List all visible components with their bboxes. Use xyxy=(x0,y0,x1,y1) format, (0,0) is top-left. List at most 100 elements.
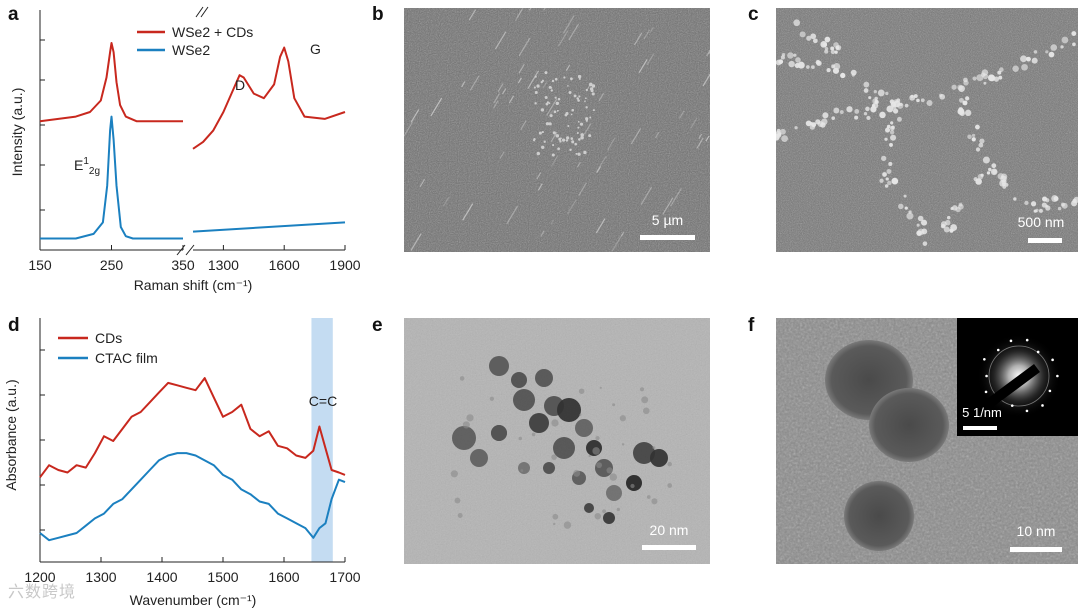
diffraction-spot xyxy=(1025,409,1029,413)
axis-break-mark xyxy=(195,6,204,18)
nanoparticle xyxy=(616,507,621,512)
nanoparticle xyxy=(531,432,536,437)
nanoparticle xyxy=(642,407,650,415)
nanoparticle-dot xyxy=(904,103,909,108)
nanoparticle-dot xyxy=(971,137,976,142)
nanoparticle-dot xyxy=(904,206,908,210)
nanoparticle-dot xyxy=(874,96,878,101)
nanoparticle-dot xyxy=(958,202,963,207)
nanoparticle-dot xyxy=(972,76,977,81)
nanoparticle-dot xyxy=(913,94,918,99)
nanoparticle-dot xyxy=(898,203,904,210)
raman-annotation-g: G xyxy=(310,41,321,57)
nanoparticle-dot xyxy=(971,133,976,138)
nanoparticle-dot xyxy=(889,142,893,147)
raman-series-line-wse2-cds-left xyxy=(39,42,183,123)
nanoparticle-dot xyxy=(986,171,991,175)
nanoparticle-dot xyxy=(863,112,868,116)
nanoparticle-dot xyxy=(873,89,877,94)
nanoparticle-dot xyxy=(1041,202,1047,208)
nanoparticle-dot xyxy=(999,67,1004,72)
raman-annotation-e: E xyxy=(74,157,83,173)
nanoparticle-dot xyxy=(830,46,835,51)
sem-image-c xyxy=(776,8,1078,252)
nanoparticle-dot xyxy=(975,147,981,152)
nanoparticle-dot xyxy=(964,109,972,116)
watermark: 六数跨境 xyxy=(8,582,77,601)
nanoparticle-dot xyxy=(882,172,887,177)
diffraction-spot xyxy=(1036,350,1040,354)
nanoparticle-dot xyxy=(983,81,987,85)
nanoparticle-dot xyxy=(854,109,860,114)
nanoparticle-dot xyxy=(879,178,884,183)
nanoparticle-dot xyxy=(887,180,892,186)
nanoparticle-dot xyxy=(967,134,972,140)
nanoparticle xyxy=(553,522,556,526)
nanoparticle-dot xyxy=(835,45,840,50)
raman-annotation-e-sup: 1 xyxy=(83,156,89,167)
nanoparticle-dot xyxy=(886,124,891,129)
nanoparticle-dot xyxy=(922,241,928,246)
nanoparticle-dot xyxy=(909,94,916,101)
nanoparticle-dot xyxy=(980,173,984,177)
raman-legend-label: WSe2 + CDs xyxy=(172,24,253,40)
svg-text:E12g: E12g xyxy=(74,156,100,177)
nanoparticle-dot xyxy=(780,128,786,135)
nanoparticle-dot xyxy=(863,81,870,88)
axis-break-mark xyxy=(200,6,209,18)
nanoparticle xyxy=(518,436,522,441)
nanoparticle xyxy=(470,449,488,467)
nanoparticle xyxy=(602,509,606,514)
nanoparticle-dot xyxy=(1012,65,1019,72)
nanoparticle xyxy=(454,497,461,504)
nanoparticle-dot xyxy=(1038,208,1043,213)
nanoparticle xyxy=(462,421,470,429)
nanoparticle xyxy=(595,436,600,441)
nanoparticle-dot xyxy=(1048,51,1055,58)
nanoparticle xyxy=(575,419,593,437)
nanoparticle-dot xyxy=(889,130,895,135)
nanoparticle-dot xyxy=(881,155,887,161)
nanoparticle xyxy=(535,369,553,387)
nanoparticle-dot xyxy=(890,134,897,141)
nanoparticle xyxy=(630,483,635,489)
diffraction-spot xyxy=(996,348,1000,352)
nanoparticle xyxy=(518,462,530,474)
nanoparticle xyxy=(612,403,616,407)
scale-bar-e xyxy=(642,545,696,550)
nanoparticle-dot xyxy=(778,59,784,65)
nanoparticle-dot xyxy=(793,19,801,27)
beam-stopper xyxy=(964,363,1040,425)
nanoparticle-dot xyxy=(959,110,965,116)
raman-x-tick-label: 1300 xyxy=(208,257,239,273)
raman-legend-label: WSe2 xyxy=(172,42,210,58)
nanoparticle xyxy=(452,426,476,450)
ftir-x-axis-label: Wavenumber (cm⁻¹) xyxy=(130,592,257,608)
nanoparticle-dot xyxy=(920,98,925,103)
nanoparticle-dot xyxy=(891,125,895,130)
nanoparticle-dot xyxy=(978,142,984,148)
nanoparticle-dot xyxy=(1071,200,1078,207)
nanoparticle-dot xyxy=(834,50,838,54)
saed-inset: 5 1/nm xyxy=(957,318,1078,436)
nanoparticle-dot xyxy=(884,137,888,141)
nanoparticle-dot xyxy=(839,110,844,114)
nanoparticle-dot xyxy=(939,93,943,98)
nanoparticle-dot xyxy=(1030,201,1037,207)
nanoparticle-dot xyxy=(846,106,853,113)
nanoparticle xyxy=(606,485,622,501)
nanoparticle-dot xyxy=(824,47,829,51)
nanoparticle xyxy=(603,512,615,524)
nanoparticle-dot xyxy=(890,121,894,125)
nanoparticle-dot xyxy=(991,163,997,169)
nanoparticle xyxy=(652,446,656,450)
nanoparticle-dot xyxy=(1050,44,1058,51)
nanoparticle-dot xyxy=(806,35,812,41)
nanoparticle xyxy=(844,481,914,551)
nanoparticle-dot xyxy=(906,212,914,220)
nanoparticle xyxy=(489,396,495,401)
nanoparticle-dot xyxy=(877,89,885,97)
nanoparticle-dot xyxy=(833,107,840,114)
nanoparticle-dot xyxy=(916,223,920,227)
nanoparticle xyxy=(641,396,649,404)
